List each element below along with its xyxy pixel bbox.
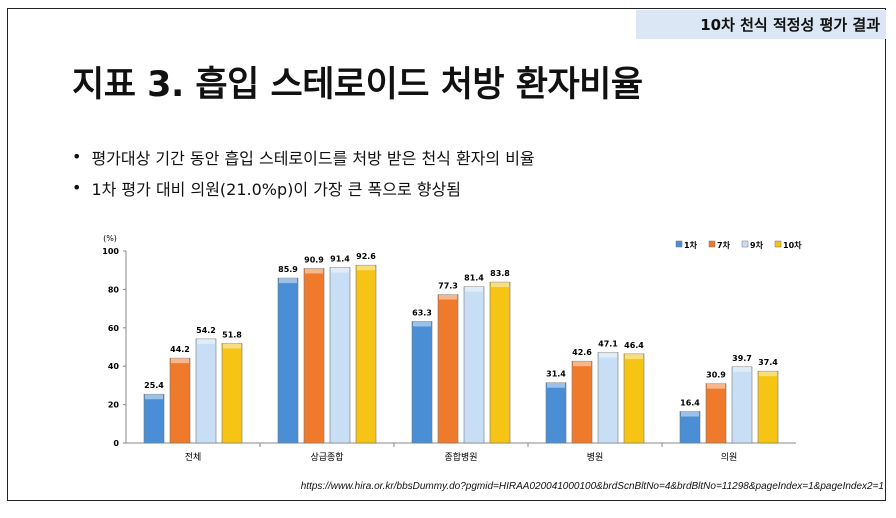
- section-badge: 10차 천식 적정성 평가 결과: [636, 10, 886, 39]
- bar-highlight: [547, 382, 565, 388]
- legend-swatch: [708, 240, 716, 248]
- data-label: 39.7: [732, 354, 752, 363]
- y-tick-label: 60: [108, 324, 120, 333]
- data-label: 31.4: [546, 370, 566, 379]
- data-label: 44.2: [170, 345, 190, 354]
- y-tick-label: 100: [102, 247, 119, 256]
- bar-highlight: [491, 282, 509, 288]
- data-label: 51.8: [222, 331, 242, 340]
- bar-highlight: [305, 268, 323, 274]
- data-label: 16.4: [680, 399, 700, 408]
- bullet-icon: •: [72, 178, 82, 197]
- bar-highlight: [681, 411, 699, 417]
- bar: [597, 352, 619, 444]
- legend-swatch: [675, 240, 683, 248]
- data-label: 83.8: [490, 269, 510, 278]
- x-tick-label: 상급종합: [310, 452, 343, 463]
- data-label: 63.3: [412, 308, 432, 317]
- bar: [277, 277, 299, 444]
- legend-label: 7차: [717, 240, 731, 250]
- data-label: 91.4: [330, 255, 350, 264]
- bar-highlight: [223, 343, 241, 349]
- bar-highlight: [625, 353, 643, 359]
- bar-highlight: [413, 321, 431, 327]
- data-label: 42.6: [572, 348, 592, 357]
- bar: [437, 294, 459, 444]
- data-label: 90.9: [304, 255, 324, 264]
- x-tick-label: 의원: [721, 452, 738, 463]
- bar: [679, 411, 701, 444]
- data-label: 30.9: [706, 371, 726, 380]
- bar-highlight: [439, 294, 457, 300]
- bar-highlight: [145, 394, 163, 400]
- x-tick-label: 종합병원: [444, 452, 477, 463]
- bar-highlight: [599, 352, 617, 358]
- legend-label: 9차: [750, 240, 764, 250]
- data-label: 77.3: [438, 282, 458, 291]
- bar: [489, 281, 511, 444]
- source-link[interactable]: https://www.hira.or.kr/bbsDummy.do?pgmid…: [300, 481, 884, 492]
- y-tick-label: 20: [108, 401, 120, 410]
- legend-label: 1차: [684, 240, 698, 250]
- bar-highlight: [733, 366, 751, 372]
- bar-highlight: [331, 267, 349, 273]
- bar: [757, 370, 779, 444]
- y-tick-label: 0: [113, 439, 119, 448]
- bar: [571, 360, 593, 444]
- bar: [411, 321, 433, 444]
- bar-highlight: [707, 383, 725, 389]
- y-axis-label: (%): [103, 234, 117, 243]
- bar-highlight: [759, 371, 777, 377]
- x-tick-label: 전체: [185, 452, 202, 463]
- slide-title: 지표 3. 흡입 스테로이드 처방 환자비율: [72, 65, 643, 105]
- bullet-icon: •: [72, 147, 82, 166]
- bar-highlight: [573, 361, 591, 367]
- bar: [545, 382, 567, 444]
- bar: [355, 264, 377, 444]
- bar: [303, 268, 325, 444]
- bar: [221, 343, 243, 444]
- bar: [463, 286, 485, 444]
- bar-highlight: [197, 338, 215, 344]
- data-label: 54.2: [196, 326, 216, 335]
- data-label: 92.6: [356, 252, 376, 261]
- y-tick-label: 40: [108, 362, 120, 371]
- bar: [623, 353, 645, 444]
- x-tick-label: 병원: [587, 452, 604, 463]
- bar: [329, 267, 351, 444]
- bar: [169, 357, 191, 444]
- bar: [731, 366, 753, 444]
- slide-frame: [7, 8, 886, 501]
- bar: [195, 338, 217, 444]
- data-label: 46.4: [624, 341, 644, 350]
- bullet-item: • 1차 평가 대비 의원(21.0%p)이 가장 큰 폭으로 향상됨: [72, 178, 461, 199]
- data-label: 47.1: [598, 340, 618, 349]
- bar-highlight: [279, 278, 297, 284]
- data-label: 37.4: [758, 358, 778, 367]
- bar-highlight: [465, 286, 483, 292]
- bar-highlight: [357, 265, 375, 271]
- bar: [705, 383, 727, 444]
- bar: [143, 393, 165, 444]
- data-label: 85.9: [278, 265, 298, 274]
- y-tick-label: 80: [108, 285, 120, 294]
- bullet-list: • 평가대상 기간 동안 흡입 스테로이드를 처방 받은 천식 환자의 비율 • 1…: [72, 141, 535, 203]
- legend-swatch: [774, 240, 782, 248]
- bar-highlight: [171, 358, 189, 364]
- bullet-item: • 평가대상 기간 동안 흡입 스테로이드를 처방 받은 천식 환자의 비율: [72, 147, 535, 168]
- legend-swatch: [741, 240, 749, 248]
- data-label: 25.4: [144, 381, 164, 390]
- data-label: 81.4: [464, 274, 484, 283]
- legend-label: 10차: [783, 240, 802, 250]
